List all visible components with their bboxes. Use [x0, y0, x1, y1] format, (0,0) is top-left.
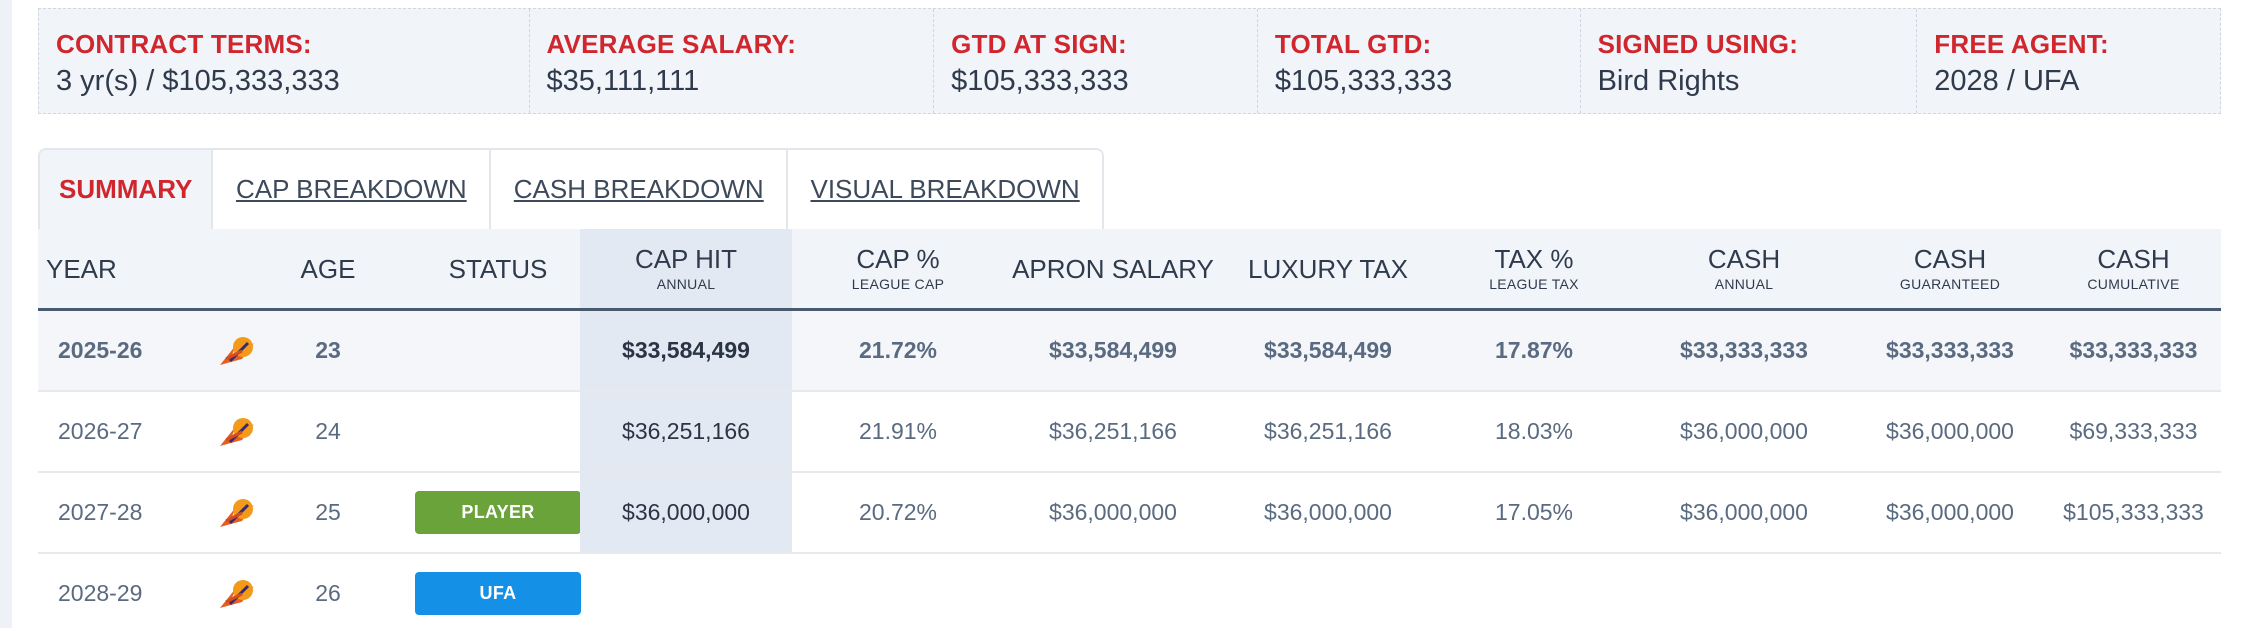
row-year: 2028-29: [58, 580, 143, 606]
row-year: 2027-28: [58, 499, 143, 525]
row-luxury-tax: $36,251,166: [1264, 418, 1392, 444]
tab-cash-breakdown[interactable]: CASH BREAKDOWN: [489, 150, 787, 229]
row-cap-hit: $36,000,000: [580, 473, 792, 552]
row-luxury-tax: $33,584,499: [1264, 337, 1392, 363]
page-left-gutter: [0, 0, 12, 628]
tab-visual-breakdown[interactable]: VISUAL BREAKDOWN: [786, 150, 1102, 229]
contract-tabs: SUMMARY CAP BREAKDOWN CASH BREAKDOWN VIS…: [38, 148, 1104, 229]
table-row: 2025-26 23 $33,584,499 21.72% $33,584,49…: [38, 311, 2221, 392]
row-year: 2025-26: [58, 337, 143, 363]
term-gtd-at-sign: GTD AT SIGN: $105,333,333: [934, 9, 1258, 113]
term-value: Bird Rights: [1597, 65, 1740, 97]
col-header-year: YEAR: [46, 253, 117, 284]
row-cap-hit: $36,251,166: [580, 392, 792, 471]
term-total-gtd: TOTAL GTD: $105,333,333: [1258, 9, 1581, 113]
col-header-tax-pct[interactable]: TAX % LEAGUE TAX: [1489, 243, 1579, 292]
row-cash-cumulative: $69,333,333: [2069, 418, 2198, 444]
row-apron-salary: $33,584,499: [1049, 337, 1177, 363]
row-cash-guaranteed: $36,000,000: [1886, 418, 2014, 444]
term-label: TOTAL GTD:: [1274, 29, 1432, 59]
tab-summary[interactable]: SUMMARY: [40, 150, 212, 229]
col-header-apron-salary[interactable]: APRON SALARY: [1012, 253, 1214, 284]
col-header-cash-cumulative[interactable]: CASH CUMULATIVE: [2087, 243, 2180, 292]
row-tax-pct: 17.87%: [1494, 337, 1573, 363]
term-label: FREE AGENT:: [1934, 29, 2109, 59]
col-header-status: STATUS: [448, 253, 548, 284]
phoenix-suns-logo-icon: [198, 311, 278, 390]
row-tax-pct: 17.05%: [1494, 499, 1573, 525]
status-badge-ufa: UFA: [415, 572, 581, 615]
term-label: AVERAGE SALARY:: [546, 29, 797, 59]
col-header-cash-annual[interactable]: CASH ANNUAL: [1707, 243, 1781, 292]
term-value: 3 yr(s) / $105,333,333: [56, 65, 340, 97]
table-row: 2026-27 24 $36,251,166 21.91% $36,251,16…: [38, 392, 2221, 473]
row-age: 23: [315, 337, 341, 363]
phoenix-suns-logo-icon: [198, 554, 278, 633]
phoenix-suns-logo-icon: [198, 473, 278, 552]
row-year: 2026-27: [58, 418, 143, 444]
contract-table: YEAR AGE STATUS CAP HIT ANNUAL CAP % LEAGU…: [38, 229, 2221, 633]
row-cash-guaranteed: $33,333,333: [1886, 337, 2014, 363]
row-cap-hit: $33,584,499: [580, 311, 792, 390]
row-cash-cumulative: $105,333,333: [2063, 499, 2204, 525]
term-value: 2028 / UFA: [1934, 65, 2080, 97]
table-row: 2027-28 25 PLAYER $36,000,000 20.72% $36…: [38, 473, 2221, 554]
term-value: $105,333,333: [951, 65, 1129, 97]
col-header-cash-guaranteed[interactable]: CASH GUARANTEED: [1899, 243, 2001, 292]
row-cap-pct: 20.72%: [858, 499, 937, 525]
contract-terms-bar: CONTRACT TERMS: 3 yr(s) / $105,333,333 A…: [38, 8, 2221, 114]
row-cash-annual: $36,000,000: [1680, 418, 1808, 444]
term-contract: CONTRACT TERMS: 3 yr(s) / $105,333,333: [39, 9, 530, 113]
col-header-age: AGE: [300, 253, 356, 284]
row-cap-pct: 21.91%: [858, 418, 937, 444]
row-status: PLAYER: [378, 473, 618, 552]
term-label: GTD AT SIGN:: [951, 29, 1127, 59]
row-cash-guaranteed: $36,000,000: [1886, 499, 2014, 525]
row-cash-annual: $33,333,333: [1680, 337, 1808, 363]
row-apron-salary: $36,000,000: [1049, 499, 1177, 525]
col-header-luxury-tax[interactable]: LUXURY TAX: [1248, 253, 1408, 284]
tab-cap-breakdown[interactable]: CAP BREAKDOWN: [211, 150, 490, 229]
row-age: 26: [315, 580, 341, 606]
table-row: 2028-29 26 UFA: [38, 554, 2221, 633]
row-age: 24: [315, 418, 341, 444]
row-apron-salary: $36,251,166: [1049, 418, 1177, 444]
col-header-cap-hit[interactable]: CAP HIT ANNUAL: [580, 229, 792, 308]
table-header-row: YEAR AGE STATUS CAP HIT ANNUAL CAP % LEAGU…: [38, 229, 2221, 311]
row-age: 25: [315, 499, 341, 525]
term-label: CONTRACT TERMS:: [56, 29, 312, 59]
row-cash-cumulative: $33,333,333: [2069, 337, 2198, 363]
term-signed-using: SIGNED USING: Bird Rights: [1581, 9, 1918, 113]
status-badge-player: PLAYER: [415, 491, 581, 534]
row-luxury-tax: $36,000,000: [1264, 499, 1392, 525]
term-value: $35,111,111: [546, 65, 700, 97]
phoenix-suns-logo-icon: [198, 392, 278, 471]
row-cap-pct: 21.72%: [858, 337, 937, 363]
row-tax-pct: 18.03%: [1494, 418, 1573, 444]
term-free-agent: FREE AGENT: 2028 / UFA: [1917, 9, 2220, 113]
term-average-salary: AVERAGE SALARY: $35,111,111: [530, 9, 935, 113]
term-label: SIGNED USING:: [1597, 29, 1799, 59]
row-status: UFA: [378, 554, 618, 633]
row-cash-annual: $36,000,000: [1680, 499, 1808, 525]
term-value: $105,333,333: [1274, 65, 1453, 97]
col-header-cap-pct[interactable]: CAP % LEAGUE CAP: [851, 243, 945, 292]
